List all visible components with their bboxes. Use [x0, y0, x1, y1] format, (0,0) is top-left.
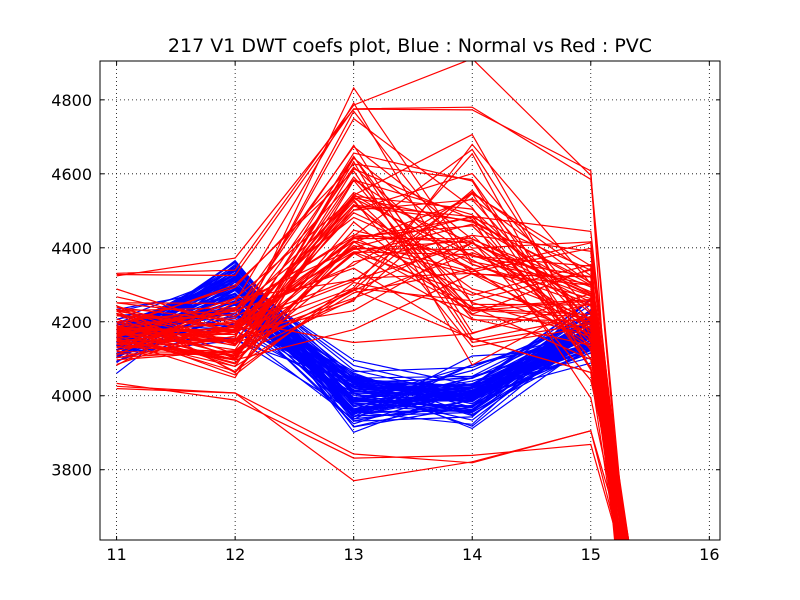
- pvc-series-line: [116, 168, 622, 540]
- y-tick-label: 4600: [51, 165, 92, 184]
- normal-series-line: [116, 283, 592, 402]
- normal-series-line: [116, 273, 592, 418]
- y-tick-label: 4000: [51, 387, 92, 406]
- pvc-series-line: [116, 197, 627, 540]
- x-tick-label: 13: [344, 545, 364, 564]
- pvc-series-line: [116, 108, 617, 540]
- y-tick-label: 4200: [51, 313, 92, 332]
- normal-series-line: [116, 277, 592, 413]
- series-layer: [116, 61, 630, 540]
- normal-series-line: [116, 288, 592, 413]
- normal-series-line: [116, 274, 592, 398]
- axis-ticks: 11 12 13 14 15 16 3800 4000 4200 4400 4600 4800: [51, 61, 720, 564]
- x-tick-label: 14: [462, 545, 482, 564]
- x-tick-label: 15: [581, 545, 601, 564]
- x-tick-label: 11: [106, 545, 126, 564]
- pvc-series-line: [116, 203, 630, 540]
- pvc-series-line: [116, 160, 620, 540]
- pvc-series-line: [116, 382, 619, 540]
- normal-series-line: [116, 310, 592, 392]
- x-tick-label: 12: [225, 545, 245, 564]
- pvc-series-line: [116, 385, 624, 540]
- normal-series-line: [116, 314, 592, 399]
- y-tick-label: 3800: [51, 461, 92, 480]
- pvc-series-line: [116, 61, 626, 540]
- y-tick-label: 4400: [51, 239, 92, 258]
- pvc-series-line: [116, 272, 620, 540]
- x-tick-label: 16: [699, 545, 719, 564]
- y-tick-label: 4800: [51, 91, 92, 110]
- pvc-series-line: [116, 269, 627, 540]
- chart-title: 217 V1 DWT coefs plot, Blue : Normal vs …: [168, 35, 652, 57]
- pvc-series-line: [116, 179, 619, 540]
- plot-frame: [99, 60, 721, 541]
